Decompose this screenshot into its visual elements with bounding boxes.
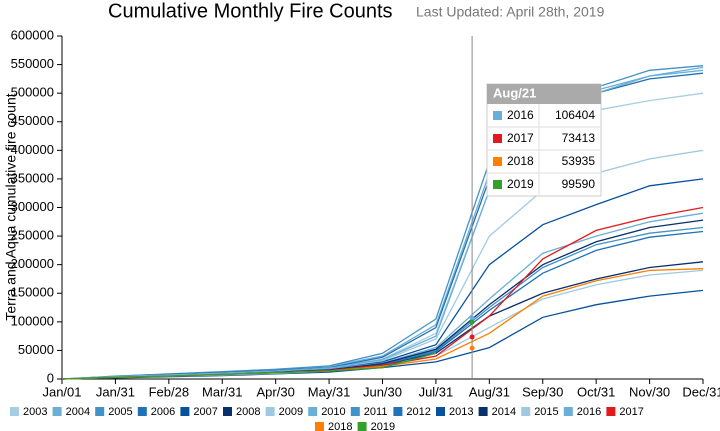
x-tick-label: Jan/01 [42,384,81,399]
x-tick-label: Oct/31 [577,384,615,399]
series-line [61,92,704,380]
legend-swatch [308,407,318,416]
tooltip-header [487,84,601,104]
cursor-dot [469,319,475,325]
chart-subtitle: Last Updated: April 28th, 2019 [416,4,605,20]
cursor-dot [469,334,475,340]
tooltip-name: 2016 [507,108,534,122]
tooltip-swatch [493,180,502,189]
tooltip-value: 106404 [555,108,595,122]
legend-label: 2019 [371,421,395,431]
y-tick-label: 100000 [11,313,54,328]
x-tick-label: Jun/30 [363,384,402,399]
x-tick-label: Aug/31 [469,384,510,399]
legend-label: 2003 [23,406,47,418]
series-line [61,66,704,380]
series-line [61,65,704,380]
legend-label: 2009 [279,406,303,418]
y-tick-label: 0 [47,370,54,385]
legend-label: 2018 [328,421,352,431]
tooltip-value: 99590 [562,177,596,191]
legend-label: 2013 [449,406,473,418]
legend-swatch [521,407,531,416]
legend-swatch [606,407,616,416]
tooltip-swatch [493,134,502,143]
y-tick-label: 300000 [11,199,54,214]
legend-label: 2011 [364,406,388,418]
legend-swatch [478,407,488,416]
legend-label: 2014 [492,406,516,418]
y-tick-label: 550000 [11,56,54,71]
legend-label: 2008 [236,406,260,418]
y-axis-label: Terra and Aqua cumulative fire count [3,93,19,320]
legend-swatch [10,407,19,416]
legend-swatch [180,407,190,416]
x-tick-label: Sep/30 [522,384,563,399]
legend-swatch [52,407,62,416]
tooltip-title: Aug/21 [493,85,536,100]
y-tick-label: 600000 [11,27,54,42]
x-tick-label: Jul/31 [419,384,454,399]
x-tick-label: Dec/31 [682,384,720,399]
x-tick-label: Apr/30 [257,384,295,399]
y-tick-label: 200000 [11,256,54,271]
series-line [61,219,704,380]
series-line [61,352,437,380]
y-tick-label: 150000 [11,285,54,300]
legend-label: 2016 [577,406,601,418]
x-tick-label: Feb/28 [149,384,189,399]
legend-label: 2012 [406,406,430,418]
legend-label: 2010 [321,406,345,418]
y-tick-label: 500000 [11,85,54,100]
legend-label: 2015 [534,406,558,418]
series-line [61,149,704,380]
tooltip-value: 73413 [562,131,596,145]
legend-swatch [350,407,360,416]
x-tick-label: Jan/31 [96,384,135,399]
legend-label: 2004 [66,406,90,418]
legend-swatch [357,422,367,431]
legend-swatch [393,407,403,416]
tooltip-value: 53935 [562,154,596,168]
x-tick-label: May/31 [308,384,351,399]
y-tick-label: 350000 [11,170,54,185]
tooltip-name: 2017 [507,131,534,145]
series-line [61,72,704,380]
series-line [61,212,704,380]
chart-title: Cumulative Monthly Fire Counts [108,0,393,22]
x-tick-label: Mar/31 [202,384,242,399]
cursor-dot [469,345,475,351]
cursor-dot [469,315,475,321]
legend-swatch [137,407,147,416]
tooltip-swatch [493,111,502,120]
legend-label: 2007 [193,406,217,418]
y-tick-label: 250000 [11,228,54,243]
legend-label: 2017 [619,406,643,418]
y-tick-label: 400000 [11,142,54,157]
y-tick-label: 50000 [18,342,54,357]
x-tick-label: Nov/30 [629,384,670,399]
tooltip-name: 2019 [507,177,534,191]
series-line [61,69,704,380]
legend-swatch [265,407,275,416]
y-tick-label: 450000 [11,113,54,128]
legend-swatch [563,407,573,416]
legend-label: 2006 [151,406,175,418]
tooltip-name: 2018 [507,154,534,168]
legend-label: 2005 [108,406,132,418]
legend-swatch [223,407,232,416]
tooltip-swatch [493,157,502,166]
legend-swatch [315,422,324,431]
legend-swatch [95,407,105,416]
legend-swatch [436,407,445,416]
